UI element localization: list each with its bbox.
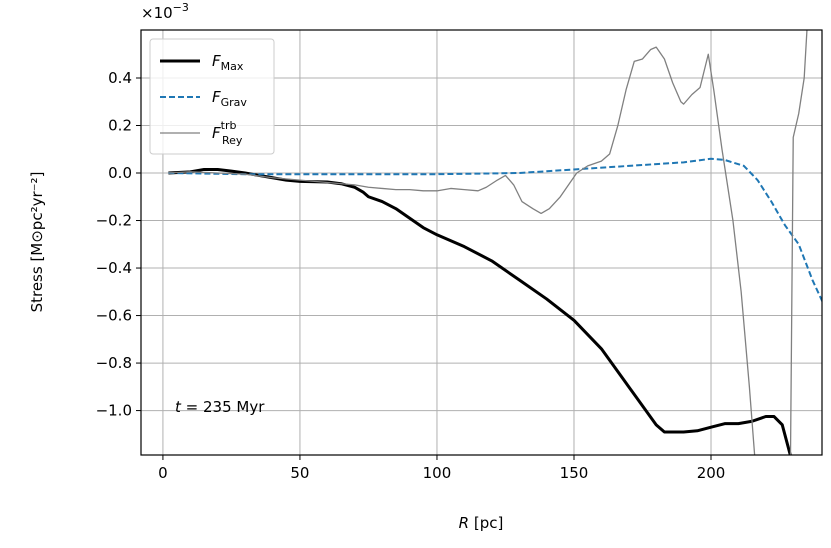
legend-sup: trb xyxy=(221,119,237,132)
y-tick-label: −0.4 xyxy=(96,259,132,277)
legend-sub: Max xyxy=(221,60,244,73)
legend-sub: Rey xyxy=(222,134,243,147)
series-line xyxy=(168,157,822,304)
x-tick-label: 150 xyxy=(560,464,589,482)
y-tick-label: −0.8 xyxy=(96,354,132,372)
legend-name: F xyxy=(212,52,221,70)
legend-name: F xyxy=(212,124,221,142)
legend-box xyxy=(149,38,275,155)
y-tick-label: 0.2 xyxy=(108,117,132,135)
x-tick-label: 200 xyxy=(697,464,726,482)
y-tick-label: −1.0 xyxy=(96,402,132,420)
annotation: t = 235 Myr xyxy=(175,398,265,416)
legend-label: FGrav xyxy=(212,88,247,109)
y-tick-label: 0.0 xyxy=(108,164,132,182)
y-offset: ×10−3 xyxy=(141,1,189,22)
y-tick-label: −0.6 xyxy=(96,307,132,325)
x-tick-label: 100 xyxy=(423,464,452,482)
legend-sub: Grav xyxy=(221,96,248,109)
legend-name: F xyxy=(212,88,221,106)
y-tick-label: −0.2 xyxy=(96,212,132,230)
x-tick-label: 0 xyxy=(158,464,168,482)
y-tick-label: 0.4 xyxy=(108,69,132,87)
axes-frame xyxy=(140,29,823,456)
y-axis-label: Stress [M⊙pc²yr⁻²] xyxy=(28,172,46,313)
legend-label: Ftrb Rey xyxy=(212,119,243,147)
x-tick-label: 50 xyxy=(290,464,309,482)
series-line xyxy=(168,30,808,455)
x-axis-label: R [pc] xyxy=(459,514,504,532)
legend-label: FMax xyxy=(212,52,244,73)
